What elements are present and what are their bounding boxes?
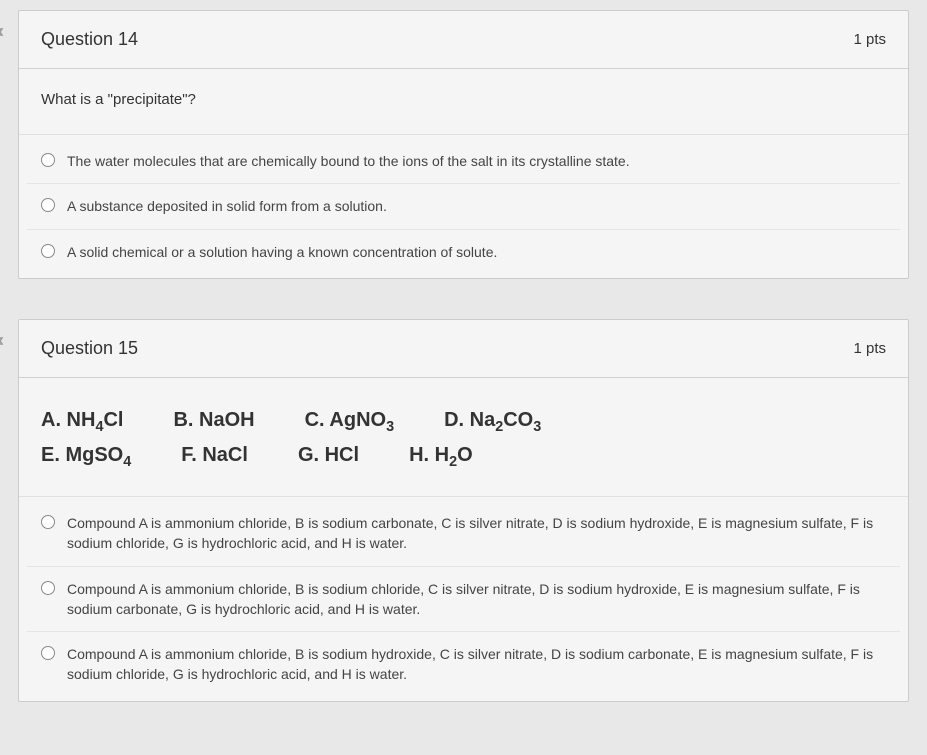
radio-icon (41, 581, 55, 595)
compound-b: B. NaOH (173, 404, 254, 439)
answer-text: The water molecules that are chemically … (67, 151, 630, 171)
compound-f: F. NaCl (181, 439, 248, 474)
answer-option[interactable]: Compound A is ammonium chloride, B is so… (27, 567, 900, 633)
compounds-row-1: A. NH4Cl B. NaOH C. AgNO3 D. Na2CO3 (41, 404, 886, 439)
flag-icon[interactable] (0, 337, 6, 360)
question-title: Question 15 (41, 338, 138, 359)
answer-text: A solid chemical or a solution having a … (67, 242, 497, 262)
answer-text: Compound A is ammonium chloride, B is so… (67, 513, 886, 554)
radio-icon (41, 646, 55, 660)
answer-option[interactable]: A solid chemical or a solution having a … (27, 230, 900, 274)
answer-options: Compound A is ammonium chloride, B is so… (19, 497, 908, 701)
question-header: Question 14 1 pts (19, 11, 908, 69)
compound-h: H. H2O (409, 439, 473, 474)
answer-text: Compound A is ammonium chloride, B is so… (67, 644, 886, 685)
question-prompt: What is a "precipitate"? (19, 69, 908, 135)
radio-icon (41, 515, 55, 529)
question-points: 1 pts (853, 340, 886, 357)
flag-icon[interactable] (0, 28, 6, 51)
answer-text: Compound A is ammonium chloride, B is so… (67, 579, 886, 620)
question-header: Question 15 1 pts (19, 320, 908, 378)
radio-icon (41, 153, 55, 167)
answer-option[interactable]: Compound A is ammonium chloride, B is so… (27, 632, 900, 697)
answer-option[interactable]: A substance deposited in solid form from… (27, 184, 900, 229)
question-card-15: Question 15 1 pts A. NH4Cl B. NaOH C. Ag… (18, 319, 909, 702)
compound-g: G. HCl (298, 439, 359, 474)
compounds-row-2: E. MgSO4 F. NaCl G. HCl H. H2O (41, 439, 886, 474)
answer-option[interactable]: The water molecules that are chemically … (27, 139, 900, 184)
compound-c: C. AgNO3 (305, 404, 395, 439)
radio-icon (41, 244, 55, 258)
question-points: 1 pts (853, 31, 886, 48)
question-title: Question 14 (41, 29, 138, 50)
radio-icon (41, 198, 55, 212)
compounds-list: A. NH4Cl B. NaOH C. AgNO3 D. Na2CO3 E. M… (19, 378, 908, 497)
compound-a: A. NH4Cl (41, 404, 123, 439)
question-card-14: Question 14 1 pts What is a "precipitate… (18, 10, 909, 279)
answer-text: A substance deposited in solid form from… (67, 196, 387, 216)
answer-options: The water molecules that are chemically … (19, 135, 908, 278)
answer-option[interactable]: Compound A is ammonium chloride, B is so… (27, 501, 900, 567)
compound-e: E. MgSO4 (41, 439, 131, 474)
compound-d: D. Na2CO3 (444, 404, 541, 439)
